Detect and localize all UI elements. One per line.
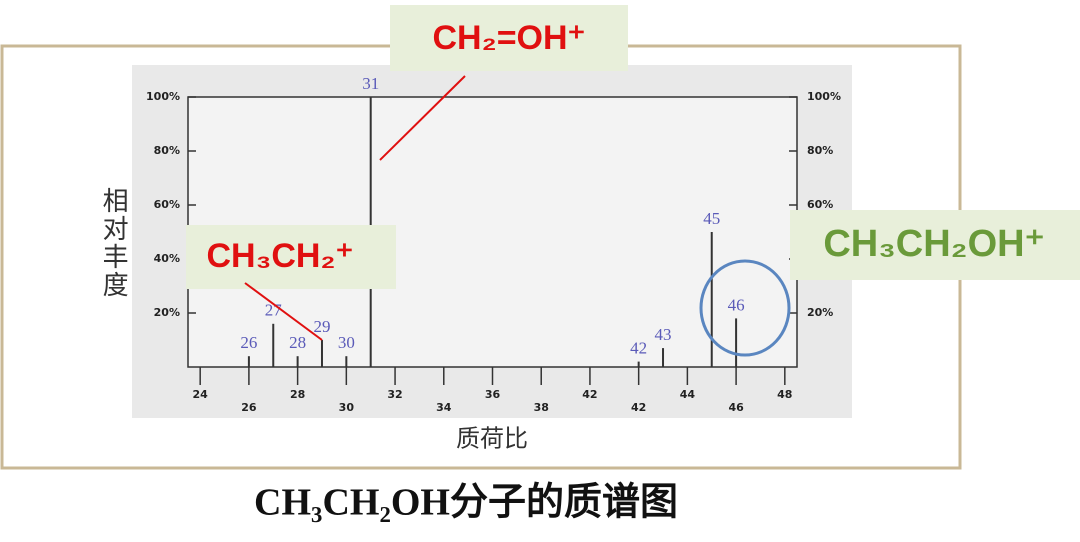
y-tick-label: 100% (146, 90, 180, 103)
data-label: 28 (289, 333, 306, 352)
data-label: 30 (338, 333, 355, 352)
caption: CH₃CH₂OH分子的质谱图 (254, 482, 678, 524)
data-label: 45 (703, 209, 720, 228)
annotation-box (186, 225, 396, 289)
x-tick-label: 46 (728, 401, 744, 414)
highlight-circle (699, 259, 791, 357)
y-tick-label: 20% (807, 306, 833, 319)
annotation: CH₃CH₂⁺ (207, 237, 354, 275)
annotation-box (390, 5, 628, 71)
x-tick-label: 42 (631, 401, 646, 414)
x-tick-label: 30 (339, 401, 355, 414)
x-tick-label: 32 (387, 388, 402, 401)
data-label: 46 (728, 295, 745, 314)
data-label: 43 (655, 325, 672, 344)
pointer (244, 282, 323, 341)
y-tick-label: 100% (807, 90, 841, 103)
y-tick-label: 80% (154, 144, 180, 157)
pointer (379, 75, 466, 161)
data-label: 42 (630, 339, 647, 358)
data-label: 26 (240, 333, 257, 352)
x-tick-label: 38 (534, 401, 549, 414)
annotation-box (790, 210, 1080, 280)
x-tick-label: 24 (193, 388, 209, 401)
x-tick-label: 44 (680, 388, 696, 401)
y-axis-label: 相对丰度 (99, 187, 129, 299)
x-tick-label: 28 (290, 388, 305, 401)
y-tick-label: 40% (154, 252, 180, 265)
x-tick-label: 42 (582, 388, 597, 401)
data-label: 29 (313, 317, 330, 336)
y-tick-label: 60% (807, 198, 833, 211)
x-tick-label: 34 (436, 401, 452, 414)
data-label: 31 (362, 74, 379, 93)
x-tick-label: 26 (241, 401, 257, 414)
x-axis-label: 质荷比 (456, 425, 528, 452)
data-label: 27 (265, 301, 283, 320)
annotation: CH₃CH₂OH⁺ (823, 223, 1044, 265)
y-tick-label: 60% (154, 198, 180, 211)
x-tick-label: 48 (777, 388, 792, 401)
x-tick-label: 36 (485, 388, 501, 401)
y-tick-label: 20% (154, 306, 180, 319)
y-tick-label: 80% (807, 144, 833, 157)
annotation: CH₂=OH⁺ (432, 19, 585, 57)
